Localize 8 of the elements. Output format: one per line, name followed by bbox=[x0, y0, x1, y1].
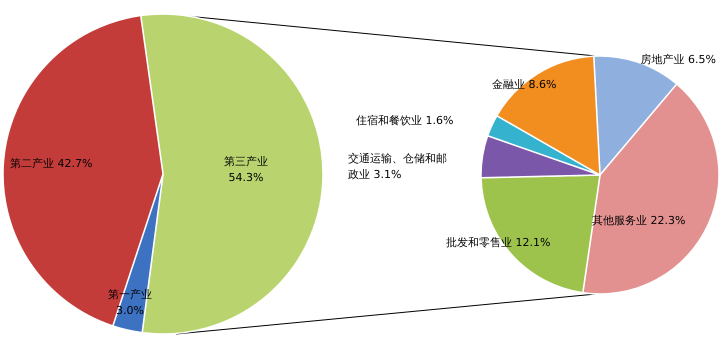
slice-label: 第二产业 42.7% bbox=[10, 157, 92, 170]
slice-label: 交通运输、仓储和邮政业 3.1% bbox=[348, 152, 447, 181]
slice-label: 金融业 8.6% bbox=[492, 78, 556, 91]
data-label: 54.3% bbox=[228, 171, 264, 184]
slice-label: 其他服务业 22.3% bbox=[592, 214, 686, 227]
slice-label: 住宿和餐饮业 1.6% bbox=[356, 114, 454, 127]
slice-label: 房地产业 6.5% bbox=[640, 53, 716, 66]
slice-label: 第三产业 bbox=[224, 155, 268, 168]
